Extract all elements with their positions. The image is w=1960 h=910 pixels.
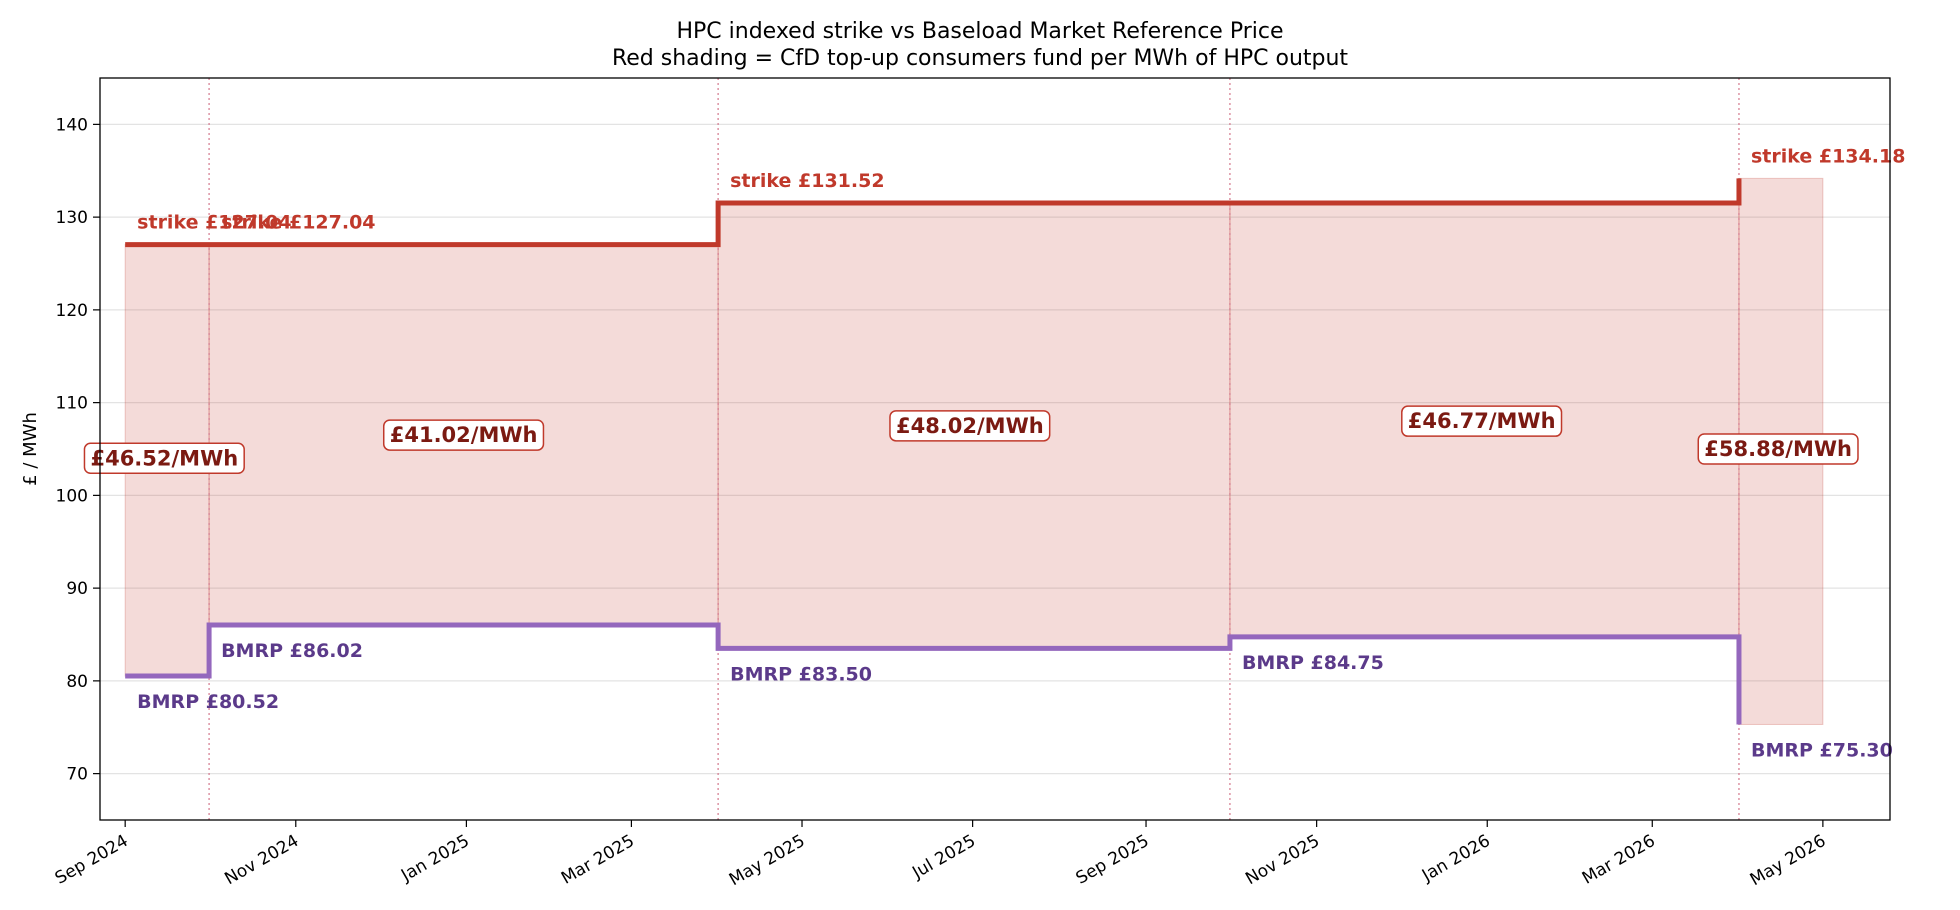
y-tick-label: 120	[56, 301, 88, 321]
gap-label-box	[1401, 405, 1563, 437]
x-tick-label: Jan 2025	[397, 831, 473, 886]
chart-subtitle: Red shading = CfD top-up consumers fund …	[612, 46, 1348, 71]
strike-label: strike £127.04	[137, 212, 291, 234]
strike-label: strike £131.52	[730, 170, 884, 192]
gap-label-text: £41.02/MWh	[390, 423, 538, 447]
bmrp-label: BMRP £84.75	[1242, 652, 1384, 674]
bmrp-label: BMRP £75.30	[1751, 739, 1893, 761]
gap-label-text: £48.02/MWh	[896, 414, 1044, 438]
strike-label: strike £127.04	[221, 212, 375, 234]
x-tick-label: Jul 2025	[908, 831, 979, 883]
y-tick-label: 140	[56, 115, 88, 135]
gap-label-text: £58.88/MWh	[1704, 437, 1852, 461]
x-tick-label: May 2026	[1747, 831, 1830, 890]
strike-label: strike £134.18	[1751, 145, 1905, 167]
line-layer	[125, 178, 1742, 725]
x-tick-label: Sep 2025	[1073, 831, 1153, 889]
y-tick-label: 90	[66, 579, 88, 599]
strike-line	[125, 178, 1742, 248]
gap-label-box	[83, 442, 245, 475]
gap-label-box	[889, 410, 1051, 442]
gap-label: £46.52/MWh	[83, 442, 245, 475]
x-tick-label: Sep 2024	[52, 831, 132, 889]
bmrp-label: BMRP £86.02	[221, 640, 363, 662]
x-tick-label: Mar 2025	[558, 831, 638, 889]
grid-layer	[100, 123, 1890, 775]
x-tick-label: Mar 2026	[1579, 831, 1659, 889]
gap-label-text: £46.77/MWh	[1408, 409, 1556, 433]
y-axis-label: £ / MWh	[20, 412, 41, 486]
gap-label-text: £46.52/MWh	[90, 446, 238, 470]
x-tick-label: Nov 2024	[221, 831, 302, 889]
x-tick-label: Jan 2026	[1418, 831, 1494, 886]
y-tick-label: 100	[56, 486, 88, 506]
x-tick-label: May 2025	[726, 831, 809, 890]
gap-label-box	[382, 419, 545, 451]
y-tick-label: 110	[56, 394, 88, 414]
plot-frame	[99, 77, 1891, 821]
gap-label: £46.77/MWh	[1401, 405, 1563, 437]
y-tick-label: 70	[66, 765, 88, 785]
bmrp-line	[125, 622, 1742, 725]
gap-label: £58.88/MWh	[1697, 433, 1859, 465]
x-tick-label: Nov 2025	[1242, 831, 1323, 889]
fill-layer	[124, 177, 1824, 725]
bmrp-label: BMRP £83.50	[730, 663, 872, 685]
chart-title: HPC indexed strike vs Baseload Market Re…	[676, 19, 1283, 44]
bmrp-label: BMRP £80.52	[137, 691, 279, 713]
gap-label: £41.02/MWh	[382, 419, 545, 451]
y-tick-label: 130	[56, 208, 88, 228]
gap-label-box	[1697, 433, 1859, 465]
gap-label: £48.02/MWh	[889, 410, 1051, 442]
y-tick-label: 80	[66, 672, 88, 692]
